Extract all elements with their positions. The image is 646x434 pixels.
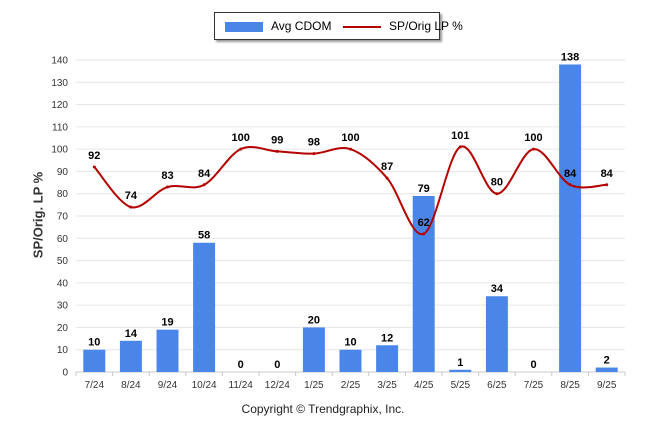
bar [376, 345, 399, 372]
bar [559, 64, 582, 372]
y-tick-label: 140 [51, 56, 68, 67]
bar-data-label: 19 [161, 317, 173, 329]
x-tick-label: 11/24 [229, 380, 254, 391]
y-tick-label: 80 [57, 189, 69, 200]
line-data-label: 100 [232, 132, 250, 144]
line-point [129, 205, 133, 209]
x-tick-label: 2/25 [341, 380, 361, 391]
bar [339, 349, 362, 372]
bar [83, 349, 106, 372]
bar-data-label: 10 [344, 337, 356, 349]
legend-line-swatch [343, 26, 381, 28]
bar-data-label: 138 [561, 51, 579, 63]
line-data-label: 83 [161, 170, 173, 182]
line-data-label: 99 [271, 134, 283, 146]
line-point [202, 183, 206, 187]
line-data-label: 100 [524, 132, 542, 144]
line-data-label: 80 [491, 177, 503, 189]
line-data-label: 84 [601, 168, 614, 180]
line-data-label: 98 [308, 137, 320, 149]
bar-data-label: 10 [88, 337, 100, 349]
line-data-label: 87 [381, 161, 393, 173]
line-data-label: 62 [418, 217, 430, 229]
y-tick-label: 100 [51, 145, 68, 156]
y-axis-label: SP/Orig. LP % [30, 171, 46, 259]
x-tick-label: 10/24 [192, 380, 217, 391]
x-tick-label: 1/25 [304, 380, 324, 391]
bar-data-label: 0 [274, 359, 280, 371]
bar-data-label: 20 [308, 314, 320, 326]
bar [412, 195, 435, 372]
y-tick-label: 50 [57, 256, 69, 267]
y-tick-label: 40 [57, 278, 69, 289]
line-data-label: 101 [451, 130, 469, 142]
line-point [92, 165, 96, 169]
bar [302, 327, 325, 372]
line-point [532, 147, 535, 151]
y-tick-label: 60 [57, 234, 69, 245]
legend-bar-label: Avg CDOM [271, 19, 332, 33]
copyright: Copyright © Trendgraphix, Inc. [241, 402, 405, 416]
bar [119, 340, 142, 372]
line-point [422, 232, 426, 236]
line-point [568, 183, 572, 187]
bar-data-label: 1 [457, 357, 463, 369]
x-tick-label: 6/25 [487, 380, 507, 391]
x-tick-label: 3/25 [377, 380, 397, 391]
line-data-label: 74 [125, 190, 138, 202]
x-tick-label: 9/24 [158, 380, 178, 391]
bar-data-label: 14 [125, 328, 138, 340]
y-tick-label: 110 [52, 122, 68, 133]
y-tick-label: 70 [57, 212, 69, 223]
x-tick-label: 7/24 [85, 380, 105, 391]
line-series [93, 145, 607, 235]
line-point [239, 147, 243, 151]
line-point [312, 152, 316, 156]
bar-data-label: 34 [491, 283, 504, 295]
y-tick-label: 130 [51, 78, 68, 89]
line-point [495, 192, 499, 196]
line-point [349, 147, 352, 151]
y-tick-label: 30 [57, 301, 69, 312]
legend: Avg CDOM SP/Orig LP % [214, 12, 463, 40]
bar [595, 367, 618, 372]
bar-data-label: 2 [604, 355, 610, 367]
x-tick-label: 12/24 [265, 380, 290, 391]
line-point [385, 176, 389, 180]
y-tick-label: 0 [62, 368, 68, 379]
line-point [275, 149, 279, 153]
x-tick-label: 9/25 [597, 380, 617, 391]
x-tick-label: 5/25 [451, 380, 471, 391]
bar-data-label: 0 [530, 359, 536, 371]
line-data-label: 92 [88, 150, 100, 162]
bar [485, 296, 508, 372]
bar-data-label: 79 [418, 183, 430, 195]
line-point [458, 145, 462, 149]
line-data-label: 84 [198, 168, 211, 180]
y-tick-label: 20 [57, 323, 69, 334]
bar [193, 242, 216, 372]
line-point [605, 183, 609, 187]
legend-bar-swatch [225, 22, 263, 32]
x-tick-label: 7/25 [524, 380, 544, 391]
y-tick-label: 120 [51, 100, 68, 111]
y-tick-label: 90 [57, 167, 69, 178]
bar [449, 369, 472, 372]
bar [156, 329, 179, 372]
line-data-label: 100 [341, 132, 359, 144]
bar-data-label: 12 [381, 332, 393, 344]
line-point [166, 185, 169, 189]
x-tick-label: 8/25 [560, 380, 580, 391]
x-tick-label: 8/24 [121, 380, 141, 391]
y-tick-label: 10 [57, 345, 69, 356]
legend-line-label: SP/Orig LP % [389, 19, 463, 33]
x-tick-label: 4/25 [414, 380, 434, 391]
bar-data-label: 0 [238, 359, 244, 371]
bar-data-label: 58 [198, 230, 210, 242]
line-data-label: 84 [564, 168, 577, 180]
